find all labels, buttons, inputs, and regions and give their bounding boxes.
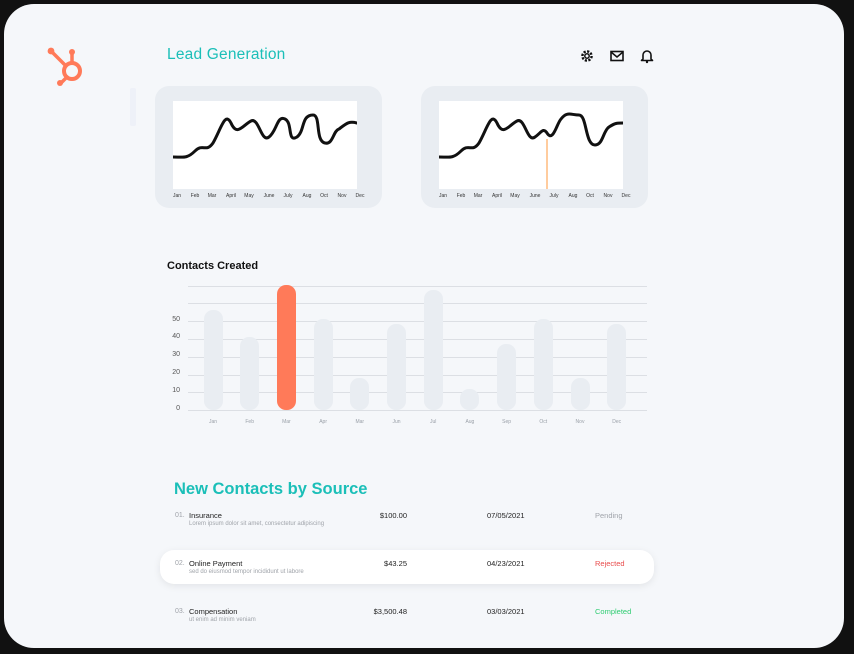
sparkline-plot xyxy=(437,101,625,189)
x-tick-label: Jan xyxy=(208,419,218,425)
date: 07/05/2021 xyxy=(487,511,525,520)
amount: $3,500.48 xyxy=(373,607,407,616)
source-description: sed do eiusmod tempor incididunt ut labo… xyxy=(189,569,304,575)
axis-label: June xyxy=(529,193,541,199)
axis-label: Jan xyxy=(438,193,448,199)
x-tick-label: Jul xyxy=(429,419,437,425)
mail-icon[interactable] xyxy=(609,48,625,64)
amount: $100.00 xyxy=(379,511,407,520)
axis-label: Oct xyxy=(586,193,594,199)
axis-label: Dec xyxy=(355,193,365,199)
grid-line xyxy=(188,410,647,411)
x-tick-label: Feb xyxy=(245,419,254,425)
x-tick-label: Sep xyxy=(502,419,512,425)
axis-label: July xyxy=(283,193,293,199)
axis-label: Nov xyxy=(337,193,347,199)
status-badge: Completed xyxy=(595,607,632,616)
page-title: Lead Generation xyxy=(167,46,286,63)
row-number: 02. xyxy=(175,560,185,567)
hubspot-logo[interactable] xyxy=(46,44,90,88)
sparkline-card-2[interactable]: Jan Feb Mar April May June July Aug Oct … xyxy=(421,86,648,208)
source-name: Online Payment xyxy=(189,559,243,568)
axis-label: April xyxy=(225,193,237,199)
sparkline-chart xyxy=(171,113,359,159)
sidebar-indicator xyxy=(130,88,136,126)
row-number: 03. xyxy=(175,608,185,615)
source-name: Compensation xyxy=(189,607,238,616)
amount: $43.25 xyxy=(384,559,407,568)
table-row[interactable]: 01. Insurance Lorem ipsum dolor sit amet… xyxy=(160,502,654,536)
bar-11[interactable] xyxy=(607,324,627,410)
grid-line xyxy=(188,321,647,322)
y-tick-label: 40 xyxy=(172,333,180,341)
sources-title: New Contacts by Source xyxy=(174,480,368,498)
grid-line xyxy=(188,357,647,358)
status-badge: Pending xyxy=(595,511,623,520)
axis-label: April xyxy=(491,193,503,199)
bar-10[interactable] xyxy=(570,377,590,410)
contacts-chart-title: Contacts Created xyxy=(167,260,259,272)
x-tick-label: Dec xyxy=(612,419,622,425)
axis-label: July xyxy=(549,193,559,199)
bar-6[interactable] xyxy=(423,290,443,410)
axis-label: Aug xyxy=(568,193,578,199)
bar-0[interactable] xyxy=(203,309,223,410)
y-tick-label: 20 xyxy=(172,369,180,377)
app-window: Lead Generation Jan Feb Mar April May Ju… xyxy=(4,4,844,648)
grid-line xyxy=(188,375,647,376)
y-tick-label: 10 xyxy=(172,387,180,395)
bar-8[interactable] xyxy=(497,343,517,410)
bell-icon[interactable] xyxy=(639,48,655,64)
axis-label: May xyxy=(244,193,254,199)
bar-9[interactable] xyxy=(533,318,553,410)
axis-label: Mar xyxy=(473,193,483,199)
date: 03/03/2021 xyxy=(487,607,525,616)
y-tick-label: 30 xyxy=(172,351,180,359)
status-badge: Rejected xyxy=(595,559,625,568)
axis-label: Mar xyxy=(207,193,217,199)
x-tick-label: Jun xyxy=(392,419,401,425)
source-name: Insurance xyxy=(189,511,222,520)
y-tick-label: 0 xyxy=(176,405,180,412)
bar-4[interactable] xyxy=(350,377,370,410)
axis-label: May xyxy=(510,193,520,199)
header-icons xyxy=(579,48,655,64)
source-description: Lorem ipsum dolor sit amet, consectetur … xyxy=(189,521,325,527)
sparkline-chart xyxy=(437,112,625,189)
x-tick-label: Mar xyxy=(355,419,365,425)
axis-label: Feb xyxy=(190,193,200,199)
bar-7[interactable] xyxy=(460,388,480,410)
x-tick-label: Mar xyxy=(282,419,291,425)
axis-label: Jan xyxy=(172,193,182,199)
bar-3[interactable] xyxy=(313,318,333,410)
bar-1[interactable] xyxy=(240,336,260,410)
axis-label: June xyxy=(263,193,275,199)
table-row[interactable]: 03. Compensation ut enim ad minim veniam… xyxy=(160,598,654,632)
axis-label: Aug xyxy=(302,193,312,199)
x-tick-label: Nov xyxy=(575,419,585,425)
date: 04/23/2021 xyxy=(487,559,525,568)
bar-5[interactable] xyxy=(387,324,406,410)
y-tick-label: 50 xyxy=(172,315,180,323)
row-number: 01. xyxy=(175,512,185,519)
grid-line xyxy=(188,392,647,393)
source-description: ut enim ad minim veniam xyxy=(189,617,256,623)
axis-label: Dec xyxy=(621,193,631,199)
sparkline-card-1[interactable]: Jan Feb Mar April May June July Aug Oct … xyxy=(155,86,382,208)
grid-line xyxy=(188,303,647,304)
x-tick-label: Apr xyxy=(319,419,327,425)
sparkline-plot xyxy=(171,101,359,189)
axis-label: Oct xyxy=(320,193,328,199)
grid-line xyxy=(188,286,647,287)
x-tick-label: Aug xyxy=(465,419,475,425)
gear-icon[interactable] xyxy=(579,48,595,64)
axis-label: Feb xyxy=(456,193,466,199)
grid-line xyxy=(188,339,647,340)
x-tick-label: Oct xyxy=(539,419,548,425)
bar-2[interactable] xyxy=(276,284,296,410)
axis-label: Nov xyxy=(603,193,613,199)
table-row[interactable]: 02. Online Payment sed do eiusmod tempor… xyxy=(160,550,654,584)
